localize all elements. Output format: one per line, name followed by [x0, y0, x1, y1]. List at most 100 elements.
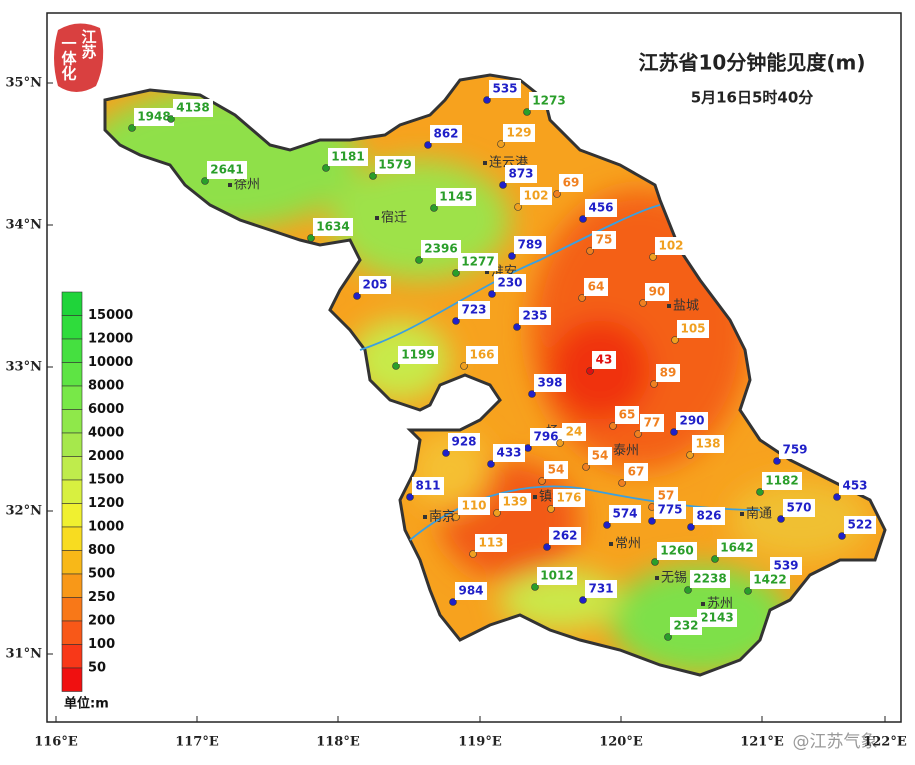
station-dot: [670, 428, 678, 436]
lat-label: 31°N: [6, 647, 43, 662]
station-label-bg: [436, 188, 476, 206]
station-dot: [460, 362, 468, 370]
legend-swatch: [61, 362, 83, 387]
station: 811: [406, 477, 444, 501]
station-value: 574: [612, 507, 637, 521]
lon-label: 121°E: [740, 735, 784, 750]
station: 1260: [651, 542, 697, 566]
station-label-bg: [762, 472, 802, 490]
station: 105: [671, 320, 709, 344]
station-value: 2238: [693, 572, 726, 586]
legend-label: 8000: [88, 379, 124, 394]
lon-label: 119°E: [458, 735, 502, 750]
station: 1948: [128, 108, 174, 132]
legend-swatch: [61, 667, 83, 692]
city-dot: [485, 270, 489, 274]
station: 176: [547, 489, 585, 513]
station-dot: [649, 253, 657, 261]
station-dot: [543, 543, 551, 551]
station-dot: [369, 172, 377, 180]
station-label-bg: [173, 99, 213, 117]
station-value: 176: [556, 491, 581, 505]
station-value: 166: [469, 348, 494, 362]
station-label-bg: [779, 441, 811, 459]
station: 862: [424, 125, 462, 149]
city-dot: [667, 304, 671, 308]
station-label-bg: [640, 414, 664, 432]
station-label-bg: [493, 444, 525, 462]
station-dot: [756, 488, 764, 496]
legend-label: 12000: [88, 332, 133, 347]
legend-swatch: [61, 456, 83, 481]
station-value: 1199: [401, 348, 434, 362]
lon-label: 116°E: [34, 735, 78, 750]
station-label-bg: [458, 301, 490, 319]
station-value: 723: [461, 303, 486, 317]
station-value: 1273: [532, 94, 565, 108]
station-value: 113: [478, 536, 503, 550]
station-value: 105: [680, 322, 705, 336]
city-dot: [701, 602, 705, 606]
station-value: 110: [461, 499, 486, 513]
city-name: 宿迁: [381, 210, 407, 226]
legend-swatch: [61, 526, 83, 551]
station-value: 984: [458, 584, 483, 598]
station: 24: [556, 423, 586, 447]
station-label-bg: [499, 493, 531, 511]
station: 723: [452, 301, 490, 325]
station-dot: [307, 234, 315, 242]
station-label-bg: [494, 274, 526, 292]
station-dot: [582, 463, 590, 471]
station-label-bg: [783, 499, 815, 517]
station-label-bg: [770, 557, 802, 575]
station-dot: [773, 457, 781, 465]
watermark: @江苏气象: [793, 732, 878, 752]
station: 522: [838, 516, 876, 540]
station: 102: [514, 187, 552, 211]
lat-label: 32°N: [6, 504, 43, 519]
legend-swatch: [61, 597, 83, 622]
station-value: 102: [658, 239, 683, 253]
logo-top: 江苏: [80, 28, 98, 60]
station-dot: [353, 292, 361, 300]
station: 1422: [744, 571, 790, 595]
station-dot: [531, 583, 539, 591]
legend-label: 10000: [88, 355, 133, 370]
station-dot: [513, 323, 521, 331]
city-name: 南通: [746, 506, 772, 522]
station-value: 262: [552, 529, 577, 543]
station: 789: [508, 236, 546, 260]
station: 574: [603, 505, 641, 529]
station-label-bg: [448, 433, 480, 451]
legend-label: 6000: [88, 402, 124, 417]
station-value: 826: [696, 509, 721, 523]
station-value: 139: [502, 495, 527, 509]
station-value: 65: [619, 408, 636, 422]
station-dot: [711, 555, 719, 563]
station-value: 1277: [461, 255, 494, 269]
map-subtitle: 5月16日5时40分: [691, 89, 814, 107]
station-value: 138: [695, 437, 720, 451]
city-name: 常州: [615, 537, 641, 552]
station-value: 539: [773, 559, 798, 573]
station-value: 433: [496, 446, 521, 460]
station: 138: [686, 435, 724, 459]
station-value: 57: [658, 489, 675, 503]
station-label-bg: [592, 351, 616, 369]
station-dot: [424, 141, 432, 149]
station: 54: [582, 447, 612, 471]
station-value: 235: [522, 309, 547, 323]
station: 826: [687, 507, 725, 531]
station-label-bg: [537, 567, 577, 585]
station-value: 2641: [210, 163, 243, 177]
station-label-bg: [592, 231, 616, 249]
legend-swatch: [61, 573, 83, 598]
legend-label: 1000: [88, 520, 124, 535]
station-label-bg: [844, 516, 876, 534]
station: 290: [670, 412, 708, 436]
map-title: 江苏省10分钟能见度(m): [639, 51, 866, 75]
station-label-bg: [359, 276, 391, 294]
station-label-bg: [421, 240, 461, 258]
station: 456: [579, 199, 617, 223]
